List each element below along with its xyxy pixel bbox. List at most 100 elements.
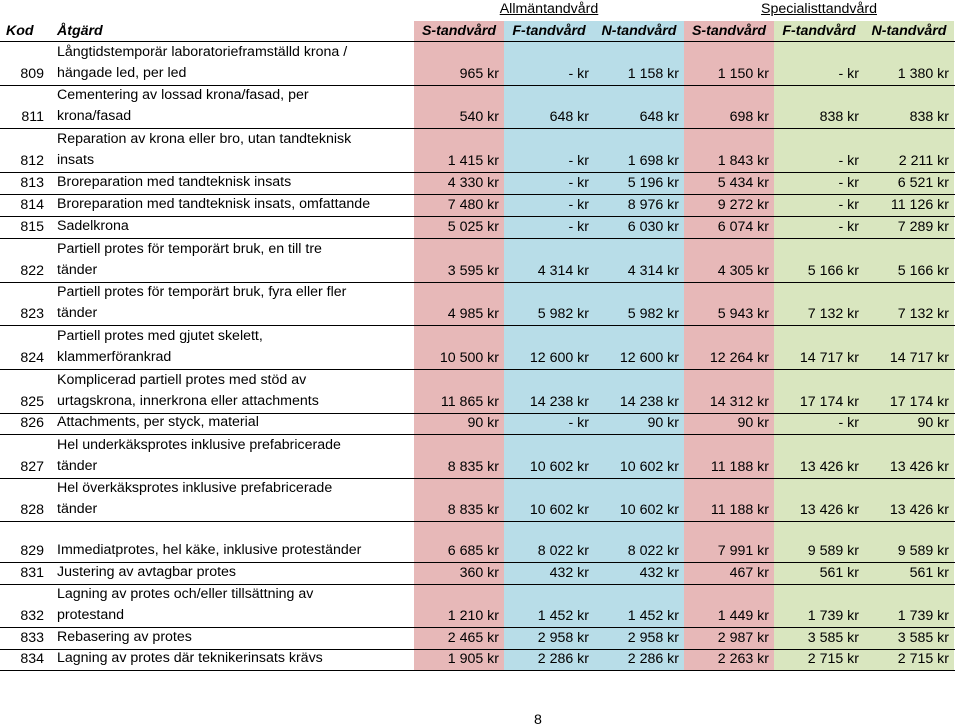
row-price-value: 13 426 kr — [889, 459, 949, 475]
column-header-price: F-tandvård — [782, 23, 856, 39]
row-atgard: Immediatprotes, hel käke, inklusive prot… — [57, 540, 414, 562]
row-kod: 811 — [21, 109, 44, 125]
row-price-value: - kr — [838, 415, 860, 431]
row-price-value: 1 380 kr — [897, 66, 949, 82]
row-divider — [0, 325, 955, 326]
row-atgard-line: Hel underkäksprotes inklusive prefabrice… — [57, 436, 341, 453]
column-background — [504, 21, 594, 670]
row-atgard-line: Lagning av protes där teknikerinsats krä… — [57, 650, 323, 667]
row-atgard-line: urtagskrona, innerkrona eller attachment… — [57, 393, 319, 410]
row-price-value: 432 kr — [549, 565, 589, 581]
row-price-value: 5 982 kr — [537, 306, 589, 322]
row-price-value: 561 kr — [819, 565, 859, 581]
row-price-value: 13 426 kr — [799, 459, 859, 475]
page-number: 8 — [534, 712, 542, 728]
row-price-value: 1 452 kr — [627, 608, 679, 624]
row-price-value: 14 238 kr — [619, 394, 679, 410]
row-divider — [0, 282, 955, 283]
row-price-value: 5 943 kr — [717, 306, 769, 322]
row-price-value: 5 166 kr — [897, 263, 949, 279]
row-atgard: Broreparation med tandteknisk insats, om… — [57, 194, 414, 216]
row-price-value: 1 150 kr — [717, 66, 769, 82]
row-price-value: 14 312 kr — [709, 394, 769, 410]
row-price-value: 90 kr — [917, 415, 949, 431]
row-price-value: 1 739 kr — [807, 608, 859, 624]
row-atgard-line: Attachments, per styck, material — [57, 414, 259, 431]
row-price-value: 648 kr — [549, 109, 589, 125]
row-price-value: 2 715 kr — [897, 651, 949, 667]
row-atgard: Långtidstemporär laboratorieframställd k… — [57, 42, 414, 85]
row-atgard: Lagning av protes där teknikerinsats krä… — [57, 648, 414, 670]
row-price-value: 467 kr — [729, 565, 769, 581]
row-price-value: 1 449 kr — [717, 608, 769, 624]
row-price-value: 5 434 kr — [717, 175, 769, 191]
row-kod: 823 — [20, 306, 44, 322]
column-header-kod: Kod — [6, 23, 34, 39]
row-price-value: 2 987 kr — [717, 630, 769, 646]
row-atgard-line: Hel överkäksprotes inklusive prefabricer… — [57, 479, 333, 496]
row-price-value: 9 589 kr — [897, 543, 949, 559]
row-kod: 828 — [20, 502, 44, 518]
row-atgard-line: Broreparation med tandteknisk insats, om… — [57, 196, 371, 213]
row-kod: 813 — [20, 175, 44, 191]
group-header-allmantandvard: Allmäntandvård — [499, 1, 599, 17]
column-background — [864, 21, 954, 670]
row-atgard: Broreparation med tandteknisk insats — [57, 172, 414, 194]
row-divider — [0, 194, 955, 195]
row-atgard-line: Partiell protes med gjutet skelett, — [57, 327, 263, 344]
row-kod: 832 — [20, 608, 44, 624]
row-kod: 833 — [20, 630, 44, 646]
column-header-price: N-tandvård — [601, 23, 677, 39]
row-price-value: 10 602 kr — [619, 459, 679, 475]
column-header-price: N-tandvård — [871, 23, 947, 39]
row-price-value: 2 465 kr — [447, 630, 499, 646]
row-atgard-line: klammerförankrad — [57, 349, 172, 366]
row-price-value: 10 500 kr — [439, 350, 499, 366]
row-price-value: 4 985 kr — [447, 306, 499, 322]
column-header-price: S-tandvård — [691, 23, 767, 39]
column-header-atgard: Åtgärd — [57, 23, 103, 39]
row-atgard-line: Partiell protes för temporärt bruk, fyra… — [57, 283, 347, 300]
row-price-value: 1 210 kr — [447, 608, 499, 624]
row-atgard: Hel överkäksprotes inklusive prefabricer… — [57, 478, 414, 521]
row-atgard-line: Långtidstemporär laboratorieframställd k… — [57, 43, 348, 60]
row-price-value: 90 kr — [467, 415, 499, 431]
row-atgard: Partiell protes med gjutet skelett, klamm… — [57, 326, 414, 369]
row-price-value: 1 158 kr — [627, 66, 679, 82]
row-price-value: 7 132 kr — [897, 306, 949, 322]
row-price-value: - kr — [838, 175, 860, 191]
column-header-price: F-tandvård — [512, 23, 586, 39]
row-price-value: 838 kr — [819, 109, 859, 125]
row-atgard-line: Broreparation med tandteknisk insats — [57, 174, 292, 191]
row-divider — [0, 85, 955, 86]
column-background — [414, 21, 504, 670]
row-price-value: 5 196 kr — [627, 175, 679, 191]
row-divider — [0, 128, 955, 129]
row-price-value: 965 kr — [459, 66, 499, 82]
row-price-value: - kr — [568, 153, 590, 169]
row-price-value: 10 602 kr — [529, 459, 589, 475]
row-price-value: 2 958 kr — [537, 630, 589, 646]
row-price-value: - kr — [568, 175, 590, 191]
row-divider — [0, 627, 955, 628]
row-price-value: 4 330 kr — [447, 175, 499, 191]
row-atgard: Hel underkäksprotes inklusive prefabrice… — [57, 435, 414, 478]
row-price-value: 11 126 kr — [890, 197, 949, 213]
row-price-value: 1 739 kr — [897, 608, 949, 624]
row-atgard-line: krona/fasad — [57, 108, 132, 125]
row-price-value: 360 kr — [459, 565, 499, 581]
column-header-price: S-tandvård — [421, 23, 497, 39]
row-atgard: Sadelkrona — [57, 216, 414, 238]
row-atgard: Partiell protes för temporärt bruk, en t… — [57, 239, 414, 282]
row-atgard-line: tänder — [57, 262, 98, 279]
row-price-value: 8 022 kr — [627, 543, 679, 559]
row-price-value: 4 305 kr — [717, 263, 769, 279]
row-atgard: Reparation av krona eller bro, utan tand… — [57, 129, 414, 172]
row-atgard: Lagning av protes och/eller tillsättning… — [57, 584, 414, 627]
row-kod: 825 — [20, 394, 44, 410]
row-price-value: 6 521 kr — [897, 175, 949, 191]
row-atgard: Attachments, per styck, material — [57, 412, 414, 434]
row-kod: 831 — [20, 565, 44, 581]
row-price-value: 13 426 kr — [889, 502, 949, 518]
column-background — [594, 21, 684, 670]
